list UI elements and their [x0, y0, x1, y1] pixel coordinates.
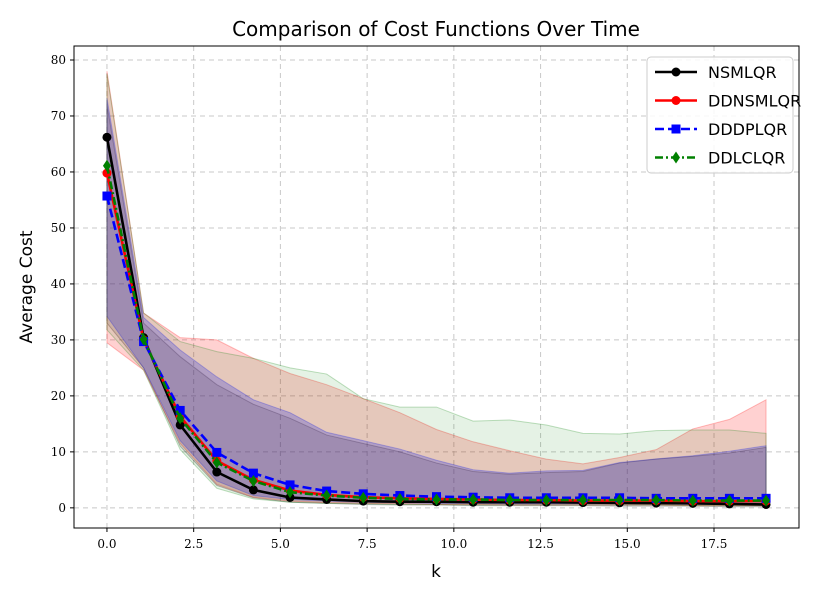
point-ddlclqr — [762, 494, 771, 507]
y-tick-label: 20 — [51, 389, 66, 403]
legend-marker — [671, 67, 681, 77]
point-ddlclqr — [322, 489, 331, 502]
point-dddplqr — [102, 191, 112, 201]
y-tick-label: 60 — [51, 165, 66, 179]
legend-marker — [671, 124, 681, 134]
legend-box — [646, 56, 794, 174]
point-nsmlqr — [248, 485, 258, 495]
point-ddlclqr — [249, 474, 258, 487]
point-dddplqr — [212, 447, 222, 457]
point-ddlclqr — [505, 494, 514, 507]
point-ddlclqr — [176, 412, 185, 425]
x-tick-label: 12.5 — [527, 537, 554, 551]
point-nsmlqr — [212, 467, 222, 477]
plot-frame — [73, 45, 800, 529]
point-ddlclqr — [725, 494, 734, 507]
series-lines — [102, 132, 771, 509]
y-axis-label: Average Cost — [17, 230, 37, 343]
y-tick-label: 10 — [51, 445, 66, 459]
point-ddlclqr — [139, 333, 148, 346]
x-tick-label: 15.0 — [614, 537, 641, 551]
point-ddlclqr — [359, 491, 368, 504]
legend-label: DDNSMLQR — [708, 92, 801, 111]
x-axis-label: k — [431, 562, 441, 582]
point-nsmlqr — [175, 420, 185, 430]
point-ddlclqr — [469, 493, 478, 506]
point-dddplqr — [248, 468, 258, 478]
legend-item-nsmlqr: NSMLQR — [655, 63, 777, 82]
legend-label: DDDPLQR — [708, 120, 787, 139]
legend: NSMLQR DDNSMLQR DDDPLQR DDLCLQR — [646, 56, 801, 174]
y-tick-label: 50 — [51, 221, 66, 235]
point-ddlclqr — [652, 494, 661, 507]
point-dddplqr — [175, 405, 185, 415]
y-tick-label: 80 — [51, 53, 66, 67]
legend-label: NSMLQR — [708, 63, 777, 82]
x-axis-ticks: 0.0 2.5 5.0 7.5 10.0 12.5 15.0 17.5 — [97, 528, 727, 551]
legend-item-dddplqr: DDDPLQR — [655, 120, 787, 139]
point-ddlclqr — [395, 492, 404, 505]
x-tick-label: 10.0 — [440, 537, 467, 551]
legend-marker — [671, 96, 681, 105]
y-tick-label: 0 — [58, 501, 66, 515]
point-nsmlqr — [102, 132, 112, 142]
point-ddlclqr — [578, 494, 587, 507]
x-tick-label: 0.0 — [97, 537, 116, 551]
point-dddplqr — [285, 480, 295, 490]
x-tick-label: 7.5 — [358, 537, 377, 551]
chart-title: Comparison of Cost Functions Over Time — [232, 17, 640, 41]
point-ddlclqr — [432, 493, 441, 506]
x-tick-label: 17.5 — [701, 537, 728, 551]
x-tick-label: 2.5 — [184, 537, 203, 551]
point-ddlclqr — [286, 486, 295, 499]
point-ddlclqr — [542, 494, 551, 507]
legend-item-ddnsmlqr: DDNSMLQR — [655, 92, 801, 111]
point-ddlclqr — [688, 494, 697, 507]
legend-marker — [672, 151, 680, 164]
y-tick-label: 40 — [51, 277, 66, 291]
point-ddlclqr — [615, 494, 624, 507]
series-ddlclqr — [102, 159, 771, 507]
x-tick-label: 5.0 — [271, 537, 290, 551]
y-tick-label: 70 — [51, 109, 66, 123]
point-ddlclqr — [212, 456, 221, 469]
legend-item-ddlclqr: DDLCLQR — [655, 149, 785, 168]
grid — [74, 46, 799, 528]
y-tick-label: 30 — [51, 333, 66, 347]
legend-label: DDLCLQR — [708, 149, 785, 168]
y-axis-ticks: 0 10 20 30 40 50 60 70 80 — [51, 53, 74, 515]
point-ddlclqr — [102, 159, 111, 172]
